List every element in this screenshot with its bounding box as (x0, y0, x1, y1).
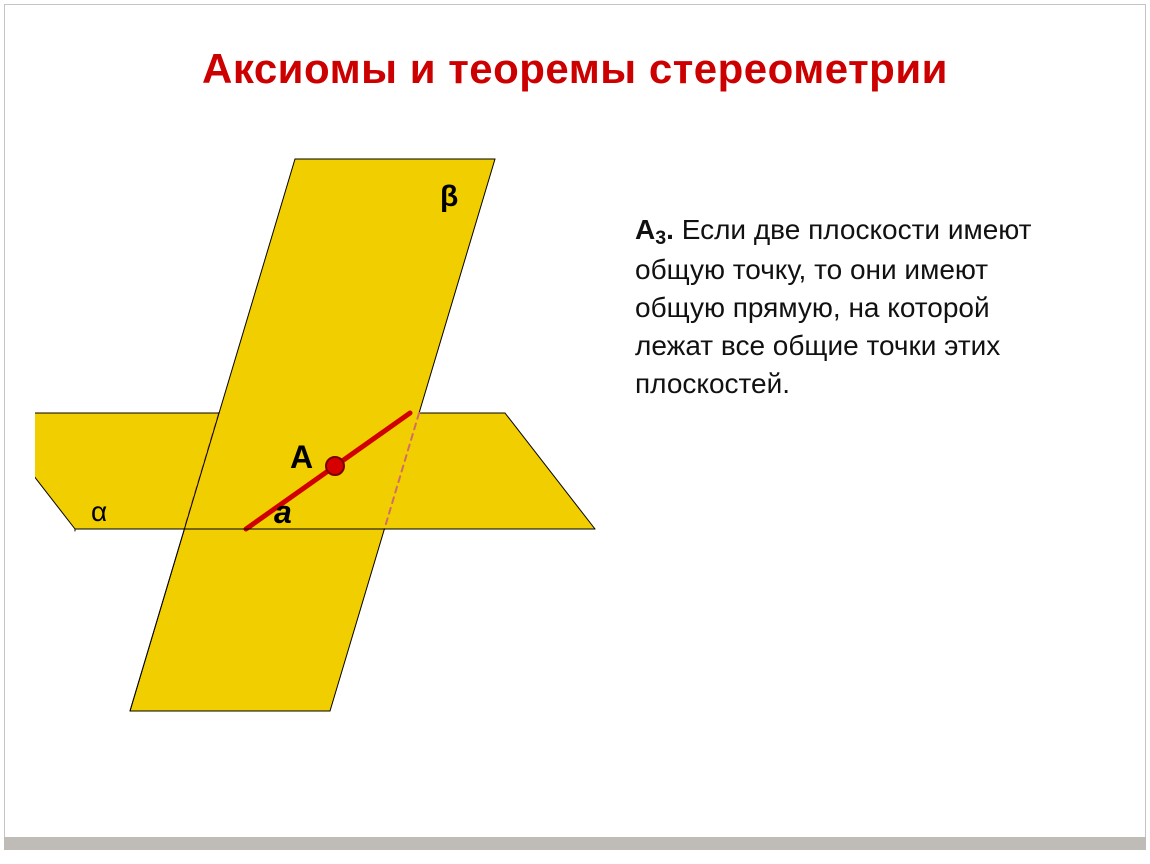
axiom-text: А3. Если две плоскости имеют общую точку… (635, 111, 1115, 403)
axiom-label: А3. (635, 214, 674, 245)
diagram: β α Аa (35, 111, 635, 731)
page-title: Аксиомы и теоремы стереометрии (5, 45, 1145, 93)
svg-text:a: a (274, 494, 292, 530)
footer-bar (4, 837, 1146, 850)
svg-text:А: А (290, 439, 313, 475)
axiom-label-sub: 3 (655, 227, 666, 249)
svg-text:α: α (91, 496, 107, 527)
axiom-body: Если две плоскости имеют общую точку, то… (635, 214, 1032, 399)
content-row: βαАa А3. Если две плоскости имеют общую … (5, 111, 1145, 731)
svg-text:β: β (440, 180, 458, 213)
slide-frame: Аксиомы и теоремы стереометрии β α Аa А3. … (4, 4, 1146, 850)
axiom-label-prefix: А (635, 214, 655, 245)
axiom-label-suffix: . (666, 214, 674, 245)
